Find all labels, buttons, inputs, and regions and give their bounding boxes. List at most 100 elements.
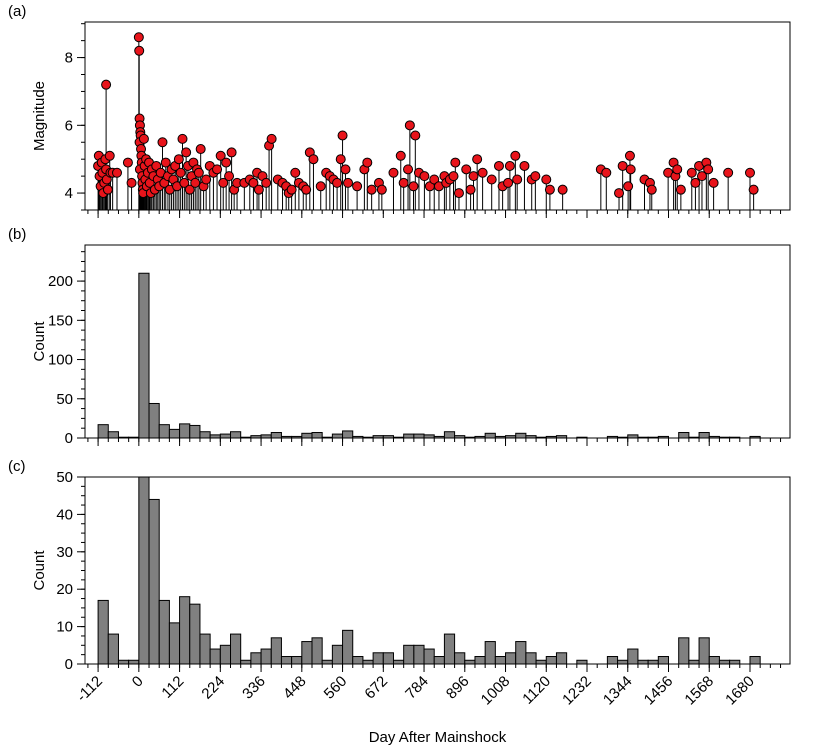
bar bbox=[342, 430, 354, 438]
y-tick-label: 20 bbox=[56, 581, 73, 598]
point bbox=[404, 120, 415, 131]
bar bbox=[230, 633, 242, 664]
point bbox=[403, 164, 414, 175]
point bbox=[429, 174, 440, 185]
point bbox=[723, 167, 734, 178]
point bbox=[419, 171, 430, 182]
x-tick-label: 224 bbox=[198, 673, 228, 703]
bar bbox=[230, 431, 242, 438]
bar bbox=[148, 498, 160, 664]
point bbox=[696, 171, 707, 182]
panel-label: (b) bbox=[8, 226, 26, 243]
point bbox=[472, 154, 483, 165]
point bbox=[477, 167, 488, 178]
point bbox=[332, 177, 343, 188]
point bbox=[112, 167, 123, 178]
point bbox=[366, 184, 377, 195]
bar bbox=[647, 659, 659, 664]
y-tick-label: 10 bbox=[56, 619, 73, 636]
point bbox=[253, 184, 264, 195]
plot bbox=[93, 32, 759, 210]
bar bbox=[280, 656, 293, 664]
plot bbox=[97, 477, 761, 664]
y-axis-label: Magnitude bbox=[31, 81, 48, 151]
y-tick-label: 50 bbox=[56, 469, 73, 486]
point bbox=[625, 164, 636, 175]
point bbox=[614, 188, 625, 199]
point bbox=[343, 177, 354, 188]
bar bbox=[117, 659, 130, 664]
point bbox=[193, 167, 204, 178]
point bbox=[748, 184, 759, 195]
panel-label: (a) bbox=[8, 3, 26, 20]
bar bbox=[97, 424, 109, 438]
point bbox=[395, 150, 406, 161]
bar bbox=[698, 432, 710, 438]
x-tick-label: 1344 bbox=[600, 673, 636, 709]
point bbox=[541, 174, 552, 185]
point bbox=[290, 167, 301, 178]
point bbox=[102, 184, 113, 195]
y-tick-label: 8 bbox=[65, 50, 73, 67]
y-tick-label: 150 bbox=[48, 312, 73, 329]
bar bbox=[688, 659, 700, 664]
point bbox=[450, 157, 461, 168]
bar bbox=[158, 424, 170, 438]
bar bbox=[168, 622, 181, 664]
bar bbox=[606, 656, 619, 664]
point bbox=[190, 177, 201, 188]
y-axis-label: Count bbox=[31, 550, 48, 591]
bar bbox=[505, 652, 517, 664]
x-axis-label: Day After Mainshock bbox=[369, 729, 507, 746]
point bbox=[504, 160, 515, 171]
point bbox=[512, 174, 523, 185]
bar bbox=[729, 659, 741, 664]
point bbox=[104, 150, 115, 161]
point bbox=[362, 157, 373, 168]
point bbox=[266, 133, 277, 144]
y-tick-label: 50 bbox=[56, 391, 73, 408]
y-tick-label: 4 bbox=[65, 185, 73, 202]
point bbox=[201, 174, 212, 185]
bar bbox=[372, 652, 384, 664]
bar bbox=[250, 652, 262, 664]
bar bbox=[270, 637, 282, 664]
point bbox=[215, 150, 226, 161]
point bbox=[340, 164, 351, 175]
point bbox=[337, 130, 348, 141]
bar bbox=[545, 656, 557, 664]
x-tick-label: -112 bbox=[73, 673, 105, 705]
point bbox=[623, 181, 634, 192]
point bbox=[101, 79, 112, 90]
bar bbox=[494, 656, 507, 664]
bar bbox=[128, 659, 140, 664]
plot-frame bbox=[84, 21, 791, 211]
point bbox=[184, 184, 195, 195]
bar bbox=[382, 652, 394, 664]
bar bbox=[260, 648, 272, 664]
point bbox=[160, 157, 171, 168]
point bbox=[175, 167, 186, 178]
point bbox=[157, 137, 168, 148]
bar bbox=[270, 432, 282, 438]
point bbox=[708, 177, 719, 188]
bar bbox=[219, 433, 232, 438]
bar bbox=[189, 603, 201, 664]
y-axis-label: Count bbox=[31, 321, 48, 362]
point bbox=[376, 184, 387, 195]
bar bbox=[352, 656, 364, 664]
bar bbox=[331, 644, 344, 664]
point bbox=[744, 167, 755, 178]
point bbox=[352, 181, 363, 192]
bar bbox=[515, 432, 527, 438]
point bbox=[703, 164, 714, 175]
point bbox=[134, 45, 145, 56]
point bbox=[503, 177, 514, 188]
point bbox=[173, 154, 184, 165]
bar bbox=[107, 633, 119, 664]
bar bbox=[678, 637, 690, 664]
plot-frame bbox=[84, 476, 791, 665]
bar bbox=[321, 659, 333, 664]
point bbox=[557, 184, 568, 195]
bar bbox=[342, 629, 354, 664]
